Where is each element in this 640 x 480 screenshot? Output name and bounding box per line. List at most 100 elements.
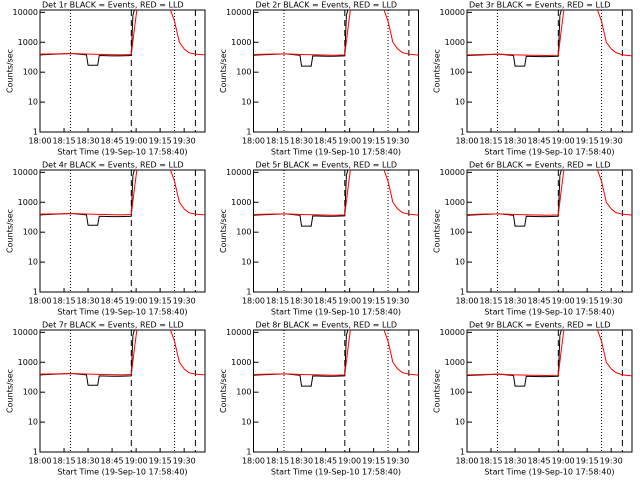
panel: Det 7r BLACK = Events, RED = LLD Start Ti… [6,321,206,477]
panel: Det 8r BLACK = Events, RED = LLD Start Ti… [219,321,419,477]
x-tick-label: 18:15 [479,297,502,306]
y-tick-label: 1 [33,128,38,137]
series-line [40,10,205,56]
y-tick-label: 100 [450,228,465,237]
series-line [253,170,349,227]
x-tick-label: 18:45 [101,457,124,466]
x-tick-label: 18:30 [504,297,527,306]
series-line [467,330,562,387]
x-tick-label: 18:00 [28,457,51,466]
x-tick-label: 18:15 [52,137,75,146]
series-line [40,330,135,386]
y-tick-label: 10 [241,258,251,267]
x-tick-label: 18:45 [314,457,337,466]
chart-title: Det 9r BLACK = Events, RED = LLD [469,321,611,330]
panel: Det 4r BLACK = Events, RED = LLD Start Ti… [6,161,206,317]
y-tick-label: 10 [241,98,251,107]
x-tick-label: 18:45 [101,137,124,146]
plot-frame [466,169,633,293]
x-tick-label: 18:00 [242,137,265,146]
x-tick-label: 18:45 [101,297,124,306]
x-tick-label: 18:30 [290,137,313,146]
y-axis-label: Counts/sec [433,369,442,413]
x-tick-label: 18:15 [266,297,289,306]
series-line [40,330,205,376]
y-tick-label: 100 [236,388,251,397]
x-tick-label: 18:15 [52,297,75,306]
chart-title: Det 1r BLACK = Events, RED = LLD [42,1,184,10]
x-tick-label: 19:15 [576,297,599,306]
y-tick-label: 1 [460,128,465,137]
x-tick-label: 18:15 [266,137,289,146]
y-tick-label: 10000 [440,8,465,17]
x-tick-label: 18:00 [455,457,478,466]
panel: Det 3r BLACK = Events, RED = LLD Start Ti… [433,1,633,157]
panel: Det 2r BLACK = Events, RED = LLD Start Ti… [219,1,419,157]
y-tick-label: 1000 [445,198,465,207]
y-tick-label: 1 [33,288,38,297]
x-tick-label: 19:15 [149,297,172,306]
series-line [253,330,349,387]
series-line [40,10,135,66]
x-tick-label: 19:30 [386,297,409,306]
x-tick-label: 19:15 [149,457,172,466]
y-tick-label: 100 [23,388,38,397]
x-tick-label: 19:30 [386,457,409,466]
panel: Det 1r BLACK = Events, RED = LLD Start Ti… [6,1,206,157]
x-tick-label: 19:15 [149,137,172,146]
y-tick-label: 1 [33,448,38,457]
series-line [467,10,632,57]
y-tick-label: 10000 [226,328,251,337]
plot-frame [253,329,419,453]
chart-title: Det 3r BLACK = Events, RED = LLD [469,1,611,10]
x-axis-label: Start Time (19-Sep-10 17:58:40) [484,148,614,157]
y-tick-label: 10 [28,258,38,267]
x-tick-label: 18:45 [528,137,551,146]
x-tick-label: 18:15 [479,137,502,146]
x-tick-label: 19:30 [600,137,623,146]
y-tick-label: 100 [450,388,465,397]
plot-frame [39,169,206,293]
x-tick-label: 18:30 [77,457,100,466]
x-tick-label: 19:00 [552,137,575,146]
y-tick-label: 10 [455,98,465,107]
x-tick-label: 18:30 [504,137,527,146]
y-axis-label: Counts/sec [219,209,228,253]
series-line [40,170,135,226]
x-tick-label: 18:30 [77,137,100,146]
chart-title: Det 7r BLACK = Events, RED = LLD [42,321,184,330]
y-axis-label: Counts/sec [6,49,15,93]
series-line [253,170,419,216]
y-tick-label: 100 [450,68,465,77]
x-tick-label: 18:15 [52,457,75,466]
y-tick-label: 1 [246,128,251,137]
y-axis-label: Counts/sec [433,209,442,253]
chart-title: Det 4r BLACK = Events, RED = LLD [42,161,184,170]
x-tick-label: 19:00 [338,137,361,146]
x-axis-label: Start Time (19-Sep-10 17:58:40) [271,308,401,317]
x-axis-label: Start Time (19-Sep-10 17:58:40) [57,308,187,317]
y-tick-label: 10 [455,258,465,267]
y-tick-label: 1000 [445,38,465,47]
x-axis-label: Start Time (19-Sep-10 17:58:40) [484,468,614,477]
plot-frame [253,9,419,133]
y-tick-label: 10000 [13,168,38,177]
y-tick-label: 10000 [13,8,38,17]
y-tick-label: 1 [460,288,465,297]
y-axis-label: Counts/sec [6,369,15,413]
chart-title: Det 8r BLACK = Events, RED = LLD [256,321,398,330]
series-line [467,330,632,377]
plot-frame [253,169,419,293]
y-tick-label: 100 [236,228,251,237]
x-tick-label: 19:30 [173,137,196,146]
y-tick-label: 10 [241,418,251,427]
series-line [467,170,562,227]
x-tick-label: 19:30 [386,137,409,146]
y-tick-label: 1000 [18,198,38,207]
y-tick-label: 100 [236,68,251,77]
x-tick-label: 18:45 [314,137,337,146]
x-tick-label: 19:00 [125,457,148,466]
x-tick-label: 19:00 [338,297,361,306]
x-tick-label: 19:00 [552,297,575,306]
